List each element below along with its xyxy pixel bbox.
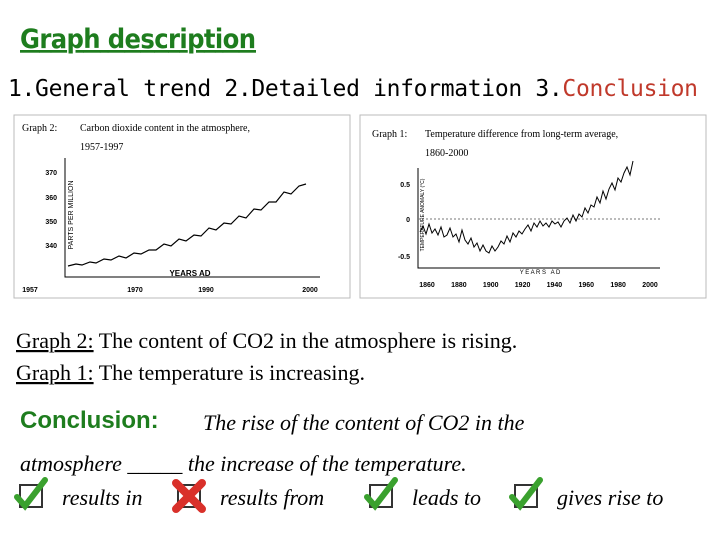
graph-frame — [13, 114, 351, 299]
statement: Graph 1: The temperature is increasing. — [16, 360, 365, 385]
check-icon — [364, 477, 398, 511]
x-tick-label: 1920 — [515, 282, 531, 289]
graph-years: 1860-2000 — [425, 148, 468, 159]
graph-caption: Carbon dioxide content in the atmosphere… — [80, 123, 250, 134]
step: 3. — [535, 76, 562, 102]
step: 1.General trend — [8, 76, 211, 102]
conclusion-text: atmosphere _____ the increase of the tem… — [20, 451, 467, 476]
graph-years: 1957-1997 — [80, 142, 123, 153]
statement: Graph 2: The content of CO2 in the atmos… — [16, 328, 517, 353]
x-tick-label: 1980 — [610, 282, 626, 289]
co2-curve — [67, 183, 307, 267]
x-axis-label: YEARS AD — [169, 269, 210, 278]
slide-title: Graph description — [20, 24, 256, 55]
option-text: leads to — [412, 485, 481, 510]
x-tick-label: 2000 — [642, 282, 658, 289]
check-icon — [14, 477, 48, 511]
statement-label: Graph 2: — [16, 328, 94, 353]
x-axis-label: Y E A R S A D — [520, 270, 561, 276]
y-tick-label: 0 — [406, 217, 410, 224]
graph-caption: Temperature difference from long-term av… — [425, 129, 618, 140]
axis — [417, 168, 660, 269]
conclusion-text: The rise of the content of CO2 in the — [203, 410, 525, 435]
x-tick-label: 2000 — [302, 287, 318, 294]
graph-title: Graph 1: — [372, 129, 407, 140]
y-tick-label: 360 — [45, 195, 57, 202]
x-tick-label: 1880 — [451, 282, 467, 289]
x-tick-label: 1957 — [22, 287, 38, 294]
y-tick-label: -0.5 — [398, 254, 410, 261]
y-tick-label: 340 — [45, 243, 57, 250]
axis — [64, 158, 320, 278]
option-text: results from — [220, 485, 324, 510]
statement-label: Graph 1: — [16, 360, 94, 385]
graph-title: Graph 2: — [22, 123, 57, 134]
option-text: gives rise to — [557, 485, 663, 510]
temperature-curve — [419, 160, 634, 254]
x-tick-label: 1960 — [578, 282, 594, 289]
step: 2.Detailed information — [224, 76, 522, 102]
y-tick-label: 0.5 — [400, 182, 410, 189]
cross-icon — [172, 479, 206, 513]
y-tick-label: 370 — [45, 170, 57, 177]
statement-text: The content of CO2 in the atmosphere is … — [94, 328, 518, 353]
x-tick-label: 1940 — [547, 282, 563, 289]
check-icon — [509, 477, 543, 511]
y-tick-label: 350 — [45, 219, 57, 226]
y-axis-label: TEMPERATURE ANOMALY (°C) — [420, 178, 426, 251]
x-tick-label: 1900 — [483, 282, 499, 289]
steps: 1.General trend 2.Detailed information 3… — [8, 76, 698, 102]
y-axis-label: PARTS PER MILLION — [68, 181, 75, 250]
statement-text: The temperature is increasing. — [94, 360, 365, 385]
step: Conclusion — [562, 76, 698, 102]
conclusion-label: Conclusion: — [20, 407, 159, 434]
x-tick-label: 1860 — [419, 282, 435, 289]
x-tick-label: 1990 — [198, 287, 214, 294]
option-text: results in — [62, 485, 142, 510]
x-tick-label: 1970 — [127, 287, 143, 294]
